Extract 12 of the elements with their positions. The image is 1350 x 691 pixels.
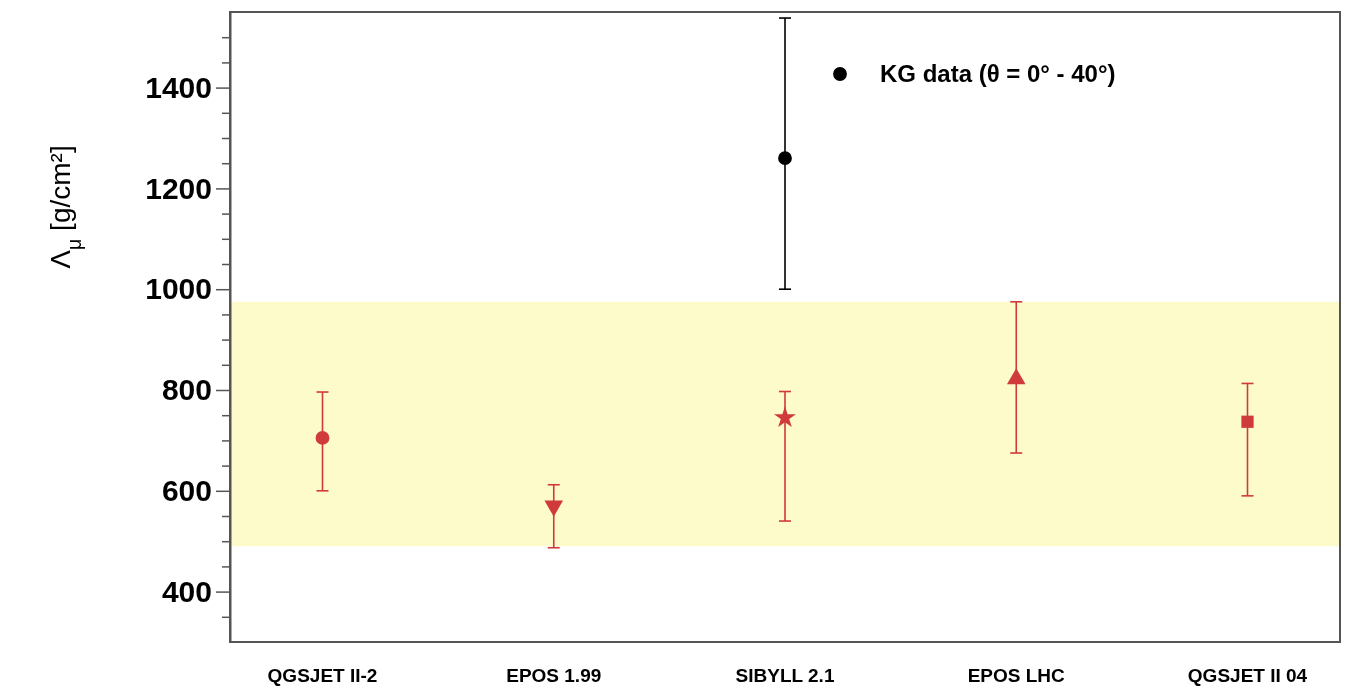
y-tick-label: 400 <box>161 574 212 608</box>
x-tick-label: SIBYLL 2.1 <box>735 665 835 686</box>
y-tick-label: 1200 <box>145 171 212 205</box>
x-tick-label: QGSJET II 04 <box>1187 665 1308 686</box>
y-tick-label: 1000 <box>145 272 212 306</box>
y-tick-label: 800 <box>161 373 212 407</box>
y-tick-label: 1400 <box>145 70 212 104</box>
x-tick-label: QGSJET II-2 <box>267 665 378 686</box>
x-tick-label: EPOS 1.99 <box>506 665 602 686</box>
x-tick-label: EPOS LHC <box>967 665 1066 686</box>
legend-label: KG data (θ = 0° - 40°) <box>880 60 1116 88</box>
y-tick-label: 600 <box>161 473 212 507</box>
